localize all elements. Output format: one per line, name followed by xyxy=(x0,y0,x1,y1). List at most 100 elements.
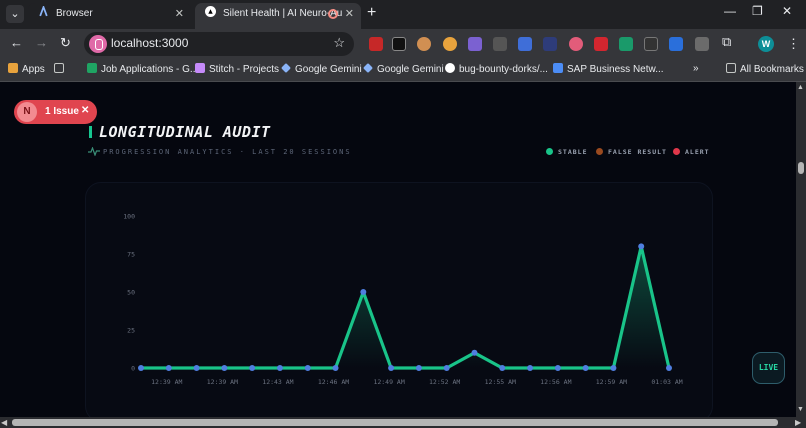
bookmark-gemini[interactable]: Google Gemini xyxy=(281,63,362,75)
scroll-down-icon[interactable]: ▼ xyxy=(797,406,804,413)
forward-icon[interactable]: → xyxy=(35,35,48,50)
browser-toolbar: ← → ↻ localhost:3000 ☆ ⧉ W ⋮ xyxy=(0,29,806,59)
tab-browser[interactable]: Browser ✕ xyxy=(28,3,191,29)
address-bar[interactable]: localhost:3000 ☆ xyxy=(84,32,354,56)
data-point xyxy=(610,365,617,371)
browser-menu-icon[interactable]: ⋮ xyxy=(787,36,800,51)
apps-grid-icon xyxy=(8,63,18,73)
bookmark-gemini-2[interactable]: Google Gemini xyxy=(363,63,444,75)
nextjs-logo-icon: N xyxy=(17,102,37,122)
bookmark-apps[interactable]: Apps xyxy=(8,63,45,75)
data-point xyxy=(388,365,395,371)
series-line xyxy=(141,244,671,370)
bookmark-sap[interactable]: SAP Business Netw... xyxy=(553,63,664,75)
bookmark-stitch[interactable]: Stitch - Projects xyxy=(195,63,279,75)
data-point xyxy=(527,365,534,371)
data-point xyxy=(499,365,506,371)
y-tick-label: 0 xyxy=(131,365,135,373)
y-tick-label: 50 xyxy=(127,289,135,297)
bookmark-grid[interactable] xyxy=(54,63,68,75)
bookmark-star-icon[interactable]: ☆ xyxy=(333,35,345,50)
recording-icon xyxy=(328,9,338,19)
extensions-puzzle-icon[interactable]: ⧉ xyxy=(722,34,732,49)
tab-strip: ⌄ Browser ✕ Silent Health | AI Neuro-Au … xyxy=(0,0,806,29)
data-point xyxy=(471,349,478,356)
tab-title: Browser xyxy=(56,8,93,19)
x-tick-label: 12:46 AM xyxy=(318,378,349,386)
bookmark-job-applications[interactable]: Job Applications - G... xyxy=(87,63,198,75)
scroll-left-icon[interactable]: ◀ xyxy=(1,418,8,427)
scroll-up-icon[interactable]: ▲ xyxy=(797,84,804,91)
series-area xyxy=(141,246,669,368)
notion-extension-icon[interactable] xyxy=(392,37,406,51)
site-info-icon[interactable] xyxy=(89,35,107,53)
github-icon xyxy=(445,63,455,73)
longitudinal-chart: 0 25 50 75 100 12:39 AM 12:39 AM 12:43 AM 12:46 … xyxy=(123,213,682,387)
data-point xyxy=(666,365,672,371)
vertical-scroll-thumb[interactable] xyxy=(798,162,804,174)
bookmarks-bar: Apps Job Applications - G... Stitch - Pr… xyxy=(0,59,806,82)
restore-icon[interactable]: ❐ xyxy=(752,4,763,18)
extension-icon[interactable] xyxy=(493,37,507,51)
close-icon[interactable]: ✕ xyxy=(81,105,90,116)
url-text[interactable]: localhost:3000 xyxy=(111,36,189,50)
extension-icon[interactable] xyxy=(594,37,608,51)
reload-icon[interactable]: ↻ xyxy=(60,35,71,50)
data-point xyxy=(638,243,645,250)
extension-icon[interactable] xyxy=(518,37,532,51)
page-viewport: N 1 Issue ✕ LONGITUDINAL AUDIT PROGRESSI… xyxy=(0,82,796,417)
grid-icon xyxy=(54,63,64,73)
scroll-right-icon[interactable]: ▶ xyxy=(795,418,802,427)
close-icon[interactable]: ✕ xyxy=(344,8,354,20)
issues-label: 1 Issue xyxy=(45,106,79,117)
data-point xyxy=(165,365,172,371)
bookmark-all[interactable]: All Bookmarks xyxy=(726,63,804,75)
data-point xyxy=(193,365,200,371)
vertical-scrollbar[interactable]: ▲ ▼ xyxy=(796,82,806,417)
bookmark-bug-bounty[interactable]: bug-bounty-dorks/... xyxy=(445,63,548,75)
x-tick-label: 12:59 AM xyxy=(596,378,627,386)
tab-silent-health[interactable]: Silent Health | AI Neuro-Au ✕ xyxy=(195,3,361,29)
extension-icon[interactable] xyxy=(417,37,431,51)
x-tick-label: 01:03 AM xyxy=(651,378,682,386)
y-tick-label: 25 xyxy=(127,327,135,335)
x-tick-label: 12:43 AM xyxy=(262,378,293,386)
back-icon[interactable]: ← xyxy=(10,35,23,50)
gemini-icon xyxy=(281,63,291,73)
profile-avatar[interactable]: W xyxy=(758,36,774,52)
x-tick-label: 12:39 AM xyxy=(207,378,238,386)
live-button[interactable]: LIVE xyxy=(752,352,785,384)
close-icon[interactable]: ✕ xyxy=(174,8,184,20)
bookmarks-overflow-icon[interactable]: » xyxy=(693,63,699,74)
page-title: LONGITUDINAL AUDIT xyxy=(99,123,271,141)
window-close-icon[interactable]: ✕ xyxy=(782,4,793,18)
extension-icon[interactable] xyxy=(619,37,633,51)
extension-icon[interactable] xyxy=(468,37,482,51)
title-accent-bar xyxy=(89,126,92,138)
extension-icon[interactable] xyxy=(569,37,583,51)
tab-favicon-icon xyxy=(39,6,48,17)
data-point xyxy=(249,365,256,371)
extension-icon[interactable] xyxy=(369,37,383,51)
data-point xyxy=(304,365,311,371)
extension-icon[interactable] xyxy=(443,37,457,51)
data-point xyxy=(221,365,228,371)
data-point xyxy=(360,289,367,295)
tab-search-button[interactable]: ⌄ xyxy=(6,5,24,23)
x-tick-label: 12:49 AM xyxy=(373,378,404,386)
extension-icon[interactable] xyxy=(543,37,557,51)
x-tick-label: 12:55 AM xyxy=(485,378,516,386)
minimize-icon[interactable]: — xyxy=(724,4,736,18)
horizontal-scrollbar[interactable]: ◀ ▶ xyxy=(0,417,806,428)
data-point xyxy=(138,365,144,371)
extension-icon[interactable] xyxy=(669,37,683,51)
data-point xyxy=(443,365,450,371)
horizontal-scroll-thumb[interactable] xyxy=(12,419,778,426)
chart-card xyxy=(85,182,713,417)
extension-icon[interactable] xyxy=(644,37,658,51)
extension-icon[interactable] xyxy=(695,37,709,51)
stable-dot-icon xyxy=(546,148,553,155)
new-tab-button[interactable]: + xyxy=(367,4,377,21)
activity-pulse-icon xyxy=(88,147,100,156)
issues-badge[interactable]: N 1 Issue ✕ xyxy=(14,100,97,124)
